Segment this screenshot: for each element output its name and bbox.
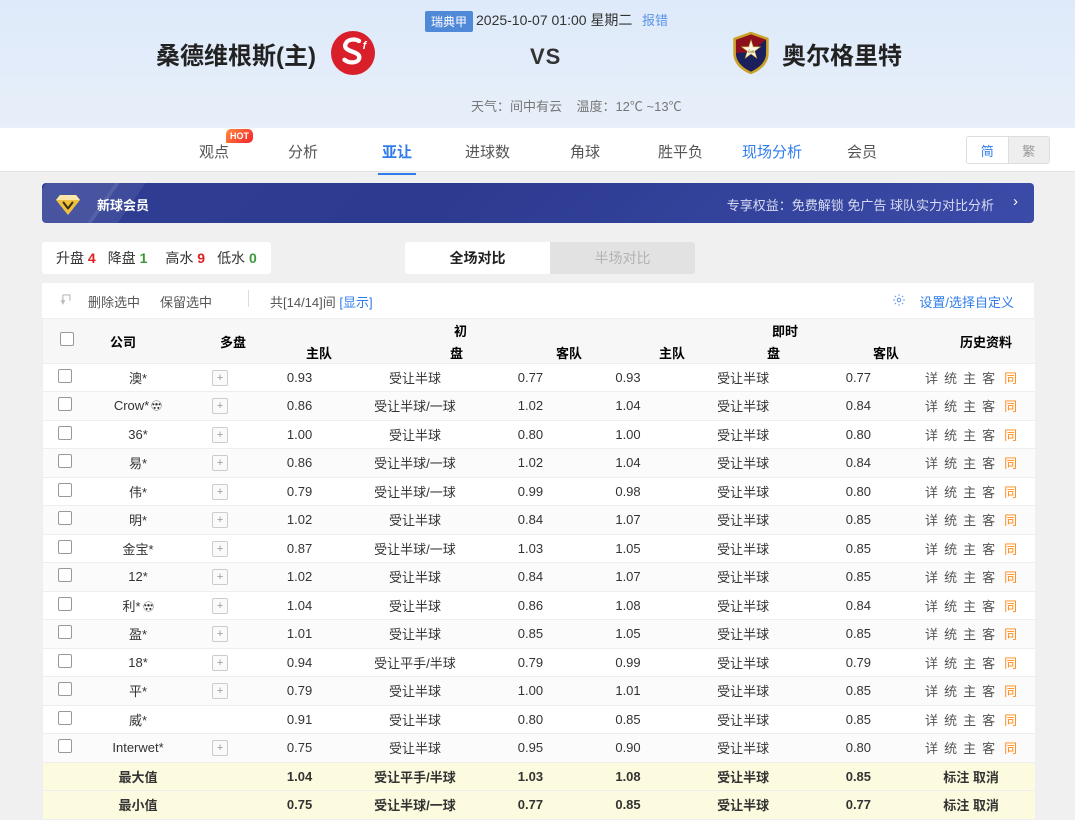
svg-text:ÖIS: ÖIS	[748, 49, 755, 54]
